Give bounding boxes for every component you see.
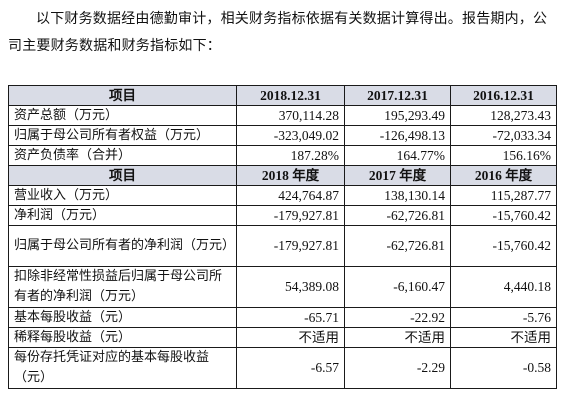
table-row: 资产总额（万元） 370,114.28 195,293.49 128,273.4… — [8, 105, 557, 126]
table-row: 净利润（万元） -179,927.81 -62,726.81 -15,760.4… — [8, 205, 557, 226]
header-col-2018: 2018.12.31 — [236, 85, 345, 106]
table-row: 归属于母公司所有者的净利润（万元） -179,927.81 -62,726.81… — [8, 225, 557, 267]
cell-value: -179,927.81 — [236, 225, 345, 267]
cell-value: -72,033.34 — [450, 125, 557, 146]
intro-paragraph: 以下财务数据经由德勤审计，相关财务指标依据有关数据计算得出。报告期内，公司主要财… — [8, 11, 548, 54]
financial-data-table: 项目 2018.12.31 2017.12.31 2016.12.31 资产总额… — [8, 85, 557, 389]
table-header-income: 项目 2018 年度 2017 年度 2016 年度 — [8, 165, 557, 186]
cell-value: 128,273.43 — [450, 105, 557, 126]
header-col-2016: 2016 年度 — [450, 165, 557, 186]
table-row: 资产负债率（合并） 187.28% 164.77% 156.16% — [8, 145, 557, 166]
table-row: 归属于母公司所有者权益（万元） -323,049.02 -126,498.13 … — [8, 125, 557, 146]
row-label: 资产总额（万元） — [8, 105, 237, 126]
cell-value: 187.28% — [236, 145, 345, 166]
row-label: 归属于母公司所有者的净利润（万元） — [8, 225, 237, 267]
cell-value: -323,049.02 — [236, 125, 345, 146]
row-label: 稀释每股收益（元） — [8, 327, 237, 348]
table-header-balance: 项目 2018.12.31 2017.12.31 2016.12.31 — [8, 85, 557, 106]
row-label: 净利润（万元） — [8, 205, 237, 226]
row-label: 营业收入（万元） — [8, 185, 237, 206]
cell-value: 不适用 — [344, 327, 451, 348]
cell-value: -5.76 — [450, 307, 557, 328]
header-item-label: 项目 — [8, 165, 237, 186]
cell-value: 54,389.08 — [236, 266, 345, 308]
table-row: 营业收入（万元） 424,764.87 138,130.14 115,287.7… — [8, 185, 557, 206]
table-row: 扣除非经常性损益后归属于母公司所有者的净利润（万元） 54,389.08 -6,… — [8, 266, 557, 308]
row-label: 每份存托凭证对应的基本每股收益（元） — [8, 347, 237, 389]
table-row: 稀释每股收益（元） 不适用 不适用 不适用 — [8, 327, 557, 348]
cell-value: -62,726.81 — [344, 205, 451, 226]
cell-value: 164.77% — [344, 145, 451, 166]
cell-value: -15,760.42 — [450, 205, 557, 226]
row-label: 扣除非经常性损益后归属于母公司所有者的净利润（万元） — [8, 266, 237, 308]
cell-value: 115,287.77 — [450, 185, 557, 206]
cell-value: 138,130.14 — [344, 185, 451, 206]
cell-value: -126,498.13 — [344, 125, 451, 146]
header-item-label: 项目 — [8, 85, 237, 106]
cell-value: 4,440.18 — [450, 266, 557, 308]
cell-value: -6.57 — [236, 347, 345, 389]
table-row: 基本每股收益（元） -65.71 -22.92 -5.76 — [8, 307, 557, 328]
row-label: 资产负债率（合并） — [8, 145, 237, 166]
cell-value: -6,160.47 — [344, 266, 451, 308]
table-row: 每份存托凭证对应的基本每股收益（元） -6.57 -2.29 -0.58 — [8, 347, 557, 389]
cell-value: -2.29 — [344, 347, 451, 389]
cell-value: -15,760.42 — [450, 225, 557, 267]
cell-value: 424,764.87 — [236, 185, 345, 206]
cell-value: 156.16% — [450, 145, 557, 166]
cell-value: 不适用 — [236, 327, 345, 348]
row-label: 归属于母公司所有者权益（万元） — [8, 125, 237, 146]
row-label: 基本每股收益（元） — [8, 307, 237, 328]
header-col-2016: 2016.12.31 — [450, 85, 557, 106]
header-col-2017: 2017 年度 — [344, 165, 451, 186]
cell-value: -0.58 — [450, 347, 557, 389]
cell-value: 不适用 — [450, 327, 557, 348]
header-col-2018: 2018 年度 — [236, 165, 345, 186]
cell-value: -65.71 — [236, 307, 345, 328]
cell-value: 370,114.28 — [236, 105, 345, 126]
cell-value: -62,726.81 — [344, 225, 451, 267]
cell-value: -179,927.81 — [236, 205, 345, 226]
header-col-2017: 2017.12.31 — [344, 85, 451, 106]
cell-value: 195,293.49 — [344, 105, 451, 126]
cell-value: -22.92 — [344, 307, 451, 328]
